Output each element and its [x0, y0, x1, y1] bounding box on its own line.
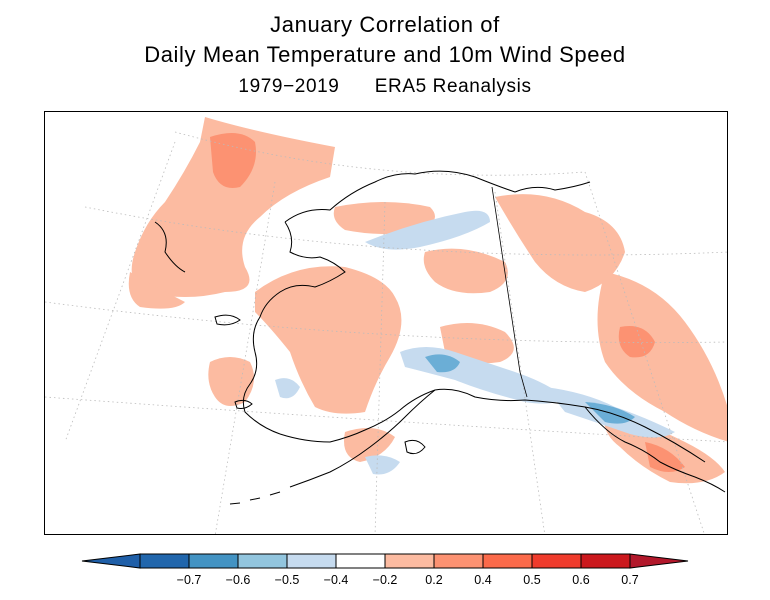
coast-aleutian-islands [229, 491, 281, 505]
coast-canada-arctic [514, 181, 591, 193]
positive-correlation-regions [128, 117, 727, 484]
colorbar-box [384, 553, 435, 569]
map-panel [44, 111, 728, 535]
strong-pos-panhandle [645, 442, 685, 472]
coast-southwest [279, 389, 436, 443]
colorbar-box [335, 553, 386, 569]
colorbar-tick-label: −0.6 [226, 573, 251, 587]
coast-peninsula [289, 389, 436, 488]
chart-subtitle: 1979−2019 ERA5 Reanalysis [238, 76, 532, 97]
colorbar-box [188, 553, 239, 569]
colorbar-under-arrow [81, 553, 141, 569]
colorbar-tick-label: −0.4 [324, 573, 349, 587]
island-st-lawrence [214, 314, 241, 326]
colorbar-box [237, 553, 288, 569]
colorbar-box [433, 553, 484, 569]
coast-chukotka [154, 221, 186, 273]
strong-pos-canada [618, 326, 655, 358]
coast-northwest [259, 221, 346, 318]
coast-north-slope [284, 170, 516, 223]
colorbar-tick-label: −0.5 [275, 573, 300, 587]
neg-brooks-range [365, 210, 490, 250]
colorbar-tick-label: −0.2 [373, 573, 398, 587]
border-us-canada [491, 186, 528, 398]
region-western-interior [255, 266, 402, 414]
region-canada-east [597, 272, 727, 442]
colorbar-tick-label: 0.6 [572, 573, 589, 587]
colorbar-box [482, 553, 533, 569]
chart-title-line-2: Daily Mean Temperature and 10m Wind Spee… [144, 42, 626, 67]
island-nunivak [234, 399, 253, 409]
island-kodiak [404, 439, 426, 455]
coast-western-bays [242, 316, 281, 435]
neg-aleutian [365, 455, 400, 475]
colorbar-box [286, 553, 337, 569]
alaska-correlation-map [45, 117, 727, 534]
colorbar-over-arrow [629, 553, 689, 569]
colorbar-tick-label: 0.7 [621, 573, 638, 587]
colorbar-box [531, 553, 582, 569]
graticule [45, 131, 727, 534]
colorbar-tick-label: 0.5 [523, 573, 540, 587]
coast-southcentral [434, 388, 706, 463]
strong-positive-regions [210, 133, 685, 472]
region-central-interior [423, 248, 508, 294]
region-bering-west [128, 272, 185, 309]
region-alaska-peninsula [344, 428, 395, 462]
region-yukon [495, 194, 625, 292]
neg-southwest [275, 378, 300, 399]
colorbar-box [580, 553, 631, 569]
region-chukchi [131, 117, 335, 297]
coastlines [154, 170, 726, 505]
colorbar-box [139, 553, 190, 569]
chart-title-line-1: January Correlation of [270, 12, 500, 37]
region-kuskokwim [208, 357, 254, 406]
colorbar-tick-label: −0.7 [177, 573, 202, 587]
colorbar: −0.7 −0.6 −0.5 −0.4 −0.2 0.2 0.4 0.5 0.6 0.7 [81, 553, 689, 587]
strong-neg-alaska-range [425, 354, 460, 373]
strong-pos-chukchi [210, 133, 256, 188]
coast-panhandle [584, 406, 726, 493]
colorbar-tick-label: 0.4 [474, 573, 491, 587]
colorbar-tick-label: 0.2 [425, 573, 442, 587]
region-north-slope [333, 202, 435, 235]
